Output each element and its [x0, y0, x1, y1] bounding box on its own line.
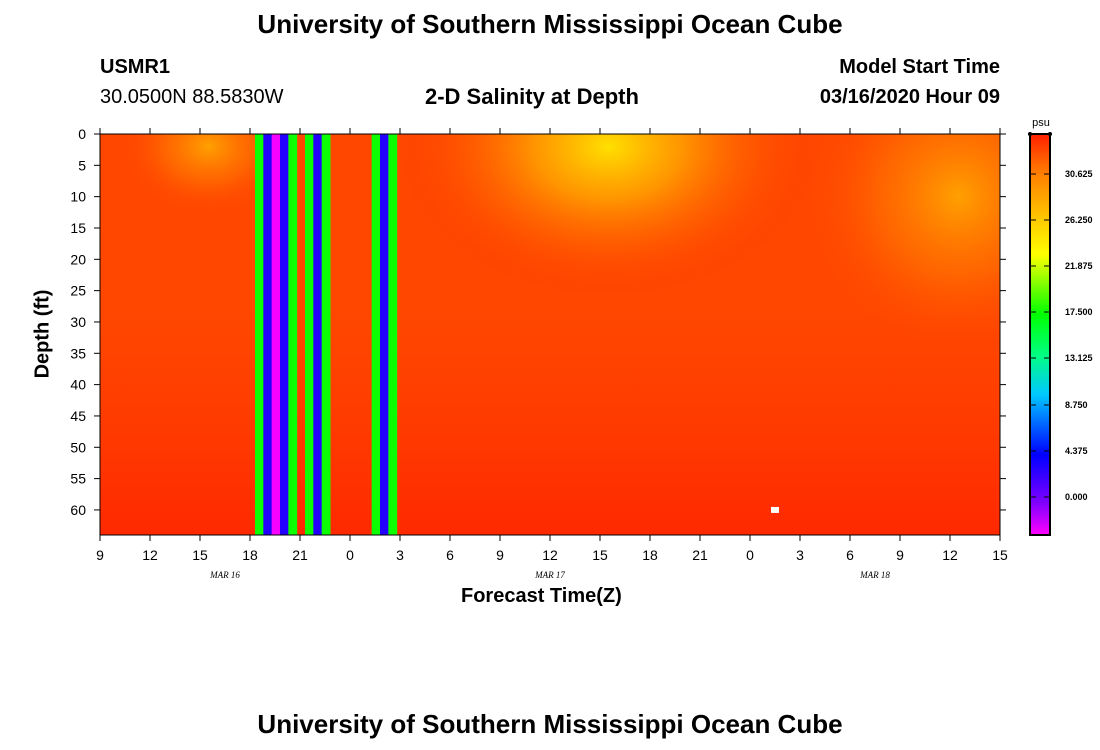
salinity-band: [288, 134, 298, 535]
fresher-surface-zone: [398, 134, 819, 297]
y-tick-label: 20: [70, 251, 86, 267]
y-tick-label: 45: [70, 408, 86, 424]
date-label: MAR 17: [534, 570, 565, 580]
y-tick-label: 25: [70, 283, 86, 299]
colorbar-tick-label: 13.125: [1065, 353, 1093, 363]
y-tick-label: 50: [70, 439, 86, 455]
model-start-value: 03/16/2020 Hour 09: [819, 86, 1000, 108]
colorbar-tick-label: 4.375: [1065, 446, 1088, 456]
missing-data-marker: [771, 506, 779, 513]
colorbar-tick-label: 21.875: [1065, 261, 1093, 271]
x-tick-label: 21: [292, 547, 308, 563]
y-tick-label: 10: [70, 189, 86, 205]
x-tick-label: 9: [496, 547, 504, 563]
station-coordinates: 30.0500N 88.5830W: [100, 86, 284, 108]
colorbar-tick-label: 30.625: [1065, 169, 1093, 179]
salinity-band: [280, 134, 289, 535]
x-tick-label: 0: [346, 547, 354, 563]
footer-title: University of Southern Mississippi Ocean…: [257, 709, 843, 739]
colorbar-corner-dot: [1048, 132, 1052, 136]
salinity-band: [263, 134, 273, 535]
x-tick-label: 6: [846, 547, 854, 563]
model-start-label: Model Start Time: [839, 56, 1000, 78]
salinity-band: [321, 134, 331, 535]
colorbar-corner-dot: [1028, 132, 1032, 136]
colorbar-tick-label: 0.000: [1065, 492, 1088, 502]
x-tick-label: 0: [746, 547, 754, 563]
plot-title: 2-D Salinity at Depth: [425, 84, 639, 109]
salinity-band: [371, 134, 381, 535]
salinity-band: [255, 134, 264, 535]
y-tick-label: 5: [78, 157, 86, 173]
deep-water-shade: [100, 309, 1000, 535]
x-tick-label: 12: [542, 547, 558, 563]
x-axis-label: Forecast Time(Z): [461, 585, 622, 607]
x-tick-label: 3: [796, 547, 804, 563]
y-tick-label: 0: [78, 126, 86, 142]
colorbar-tick-label: 26.250: [1065, 215, 1093, 225]
x-tick-label: 15: [992, 547, 1008, 563]
salinity-band: [271, 134, 281, 535]
y-tick-label: 35: [70, 345, 86, 361]
colorbar-unit: psu: [1032, 117, 1050, 129]
x-tick-label: 12: [142, 547, 158, 563]
colorbar-tick-label: 8.750: [1065, 400, 1088, 410]
x-tick-label: 3: [396, 547, 404, 563]
fresher-surface-zone: [798, 134, 1000, 357]
salinity-band: [380, 134, 389, 535]
date-label: MAR 18: [859, 570, 890, 580]
x-tick-label: 15: [192, 547, 208, 563]
page-title: University of Southern Mississippi Ocean…: [257, 9, 843, 39]
y-tick-label: 15: [70, 220, 86, 236]
x-tick-label: 18: [642, 547, 658, 563]
y-tick-label: 55: [70, 471, 86, 487]
colorbar: [1029, 133, 1051, 536]
x-tick-label: 18: [242, 547, 258, 563]
salinity-band: [313, 134, 323, 535]
fresher-surface-zone: [118, 134, 299, 217]
y-tick-label: 60: [70, 502, 86, 518]
x-tick-label: 6: [446, 547, 454, 563]
x-tick-label: 9: [896, 547, 904, 563]
x-tick-label: 21: [692, 547, 708, 563]
date-label: MAR 16: [209, 570, 240, 580]
x-tick-label: 9: [96, 547, 104, 563]
x-tick-label: 15: [592, 547, 608, 563]
salinity-band: [388, 134, 398, 535]
station-id: USMR1: [100, 56, 171, 78]
y-tick-label: 30: [70, 314, 86, 330]
y-tick-label: 40: [70, 377, 86, 393]
colorbar-tick-label: 17.500: [1065, 307, 1093, 317]
salinity-band: [305, 134, 314, 535]
x-tick-label: 12: [942, 547, 958, 563]
